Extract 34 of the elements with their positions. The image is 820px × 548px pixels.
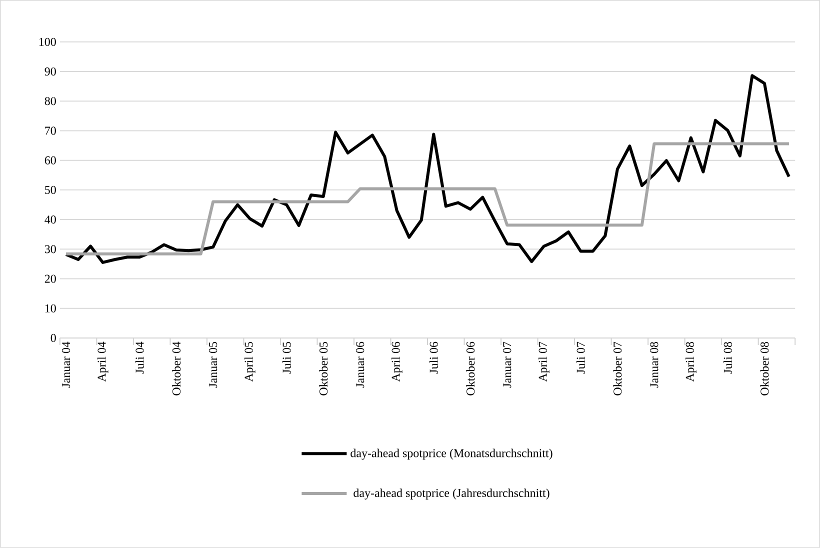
x-tick-label: Oktober 08 (760, 342, 769, 396)
y-tick-label: 50 (45, 186, 56, 194)
x-tick-label: April 07 (538, 342, 550, 382)
legend-label: day-ahead spotprice (Jahresdurchschnitt) (354, 488, 550, 500)
x-tick-label: Januar 05 (209, 342, 218, 388)
y-tick-label: 100 (39, 38, 56, 46)
x-tick-label: Januar 07 (503, 342, 512, 388)
x-tick-label: Januar 04 (62, 342, 70, 388)
x-tick-label: Juli 04 (135, 342, 144, 374)
x-tick-label: Oktober 07 (613, 342, 622, 396)
y-tick-label: 10 (45, 304, 56, 312)
x-tick-label: Oktober 04 (172, 342, 181, 396)
y-tick-label: 30 (44, 245, 56, 254)
y-tick-label: 70 (45, 126, 56, 135)
x-tick-label: Juli 05 (282, 342, 291, 374)
x-tick-label: Januar 06 (356, 342, 364, 388)
y-tick-label: 80 (44, 97, 56, 106)
x-tick-label: Juli 08 (723, 342, 732, 374)
x-tick-label: April 04 (97, 342, 108, 382)
y-tick-label: 20 (44, 274, 56, 283)
x-tick-label: April 05 (244, 342, 256, 382)
x-tick-label: Oktober 06 (466, 342, 475, 396)
x-tick-label: April 08 (686, 342, 696, 382)
x-tick-label: Oktober 05 (319, 342, 328, 396)
x-tick-label: Juli 06 (429, 342, 438, 374)
line-series (64, 74, 790, 264)
y-tick-label: 0 (50, 334, 56, 342)
x-tick-label: April 06 (391, 342, 402, 382)
x-tick-label: Januar 08 (650, 342, 658, 388)
x-tick-label: Juli 07 (576, 342, 585, 374)
y-tick-label: 40 (44, 216, 56, 224)
y-tick-label: 90 (44, 67, 56, 76)
y-tick-label: 60 (44, 156, 56, 164)
legend-label: day-ahead spotprice (Monatsdurchschnitt) (350, 448, 552, 460)
